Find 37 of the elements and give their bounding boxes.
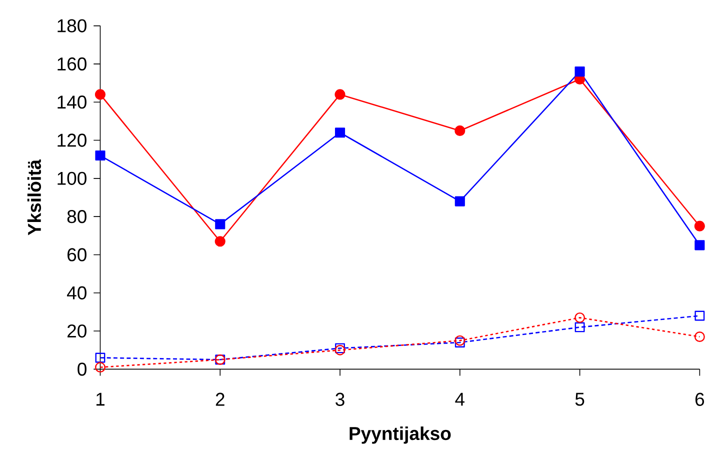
point	[95, 150, 106, 161]
point	[694, 332, 705, 342]
point	[454, 196, 465, 207]
point	[95, 362, 106, 373]
y-tick-label: 120	[58, 134, 86, 148]
point	[574, 66, 585, 77]
point	[574, 312, 586, 324]
point	[574, 322, 585, 332]
point	[334, 345, 346, 356]
x-tick-label: 6	[695, 393, 704, 406]
y-axis-title: Yksilöitä	[27, 160, 42, 236]
x-tick-label: 2	[216, 393, 224, 406]
point	[215, 219, 226, 230]
point	[95, 352, 106, 363]
point	[94, 89, 106, 100]
y-tick-label: 0	[78, 362, 86, 376]
y-tick-label: 20	[68, 324, 86, 338]
point	[694, 311, 705, 321]
y-tick-label: 40	[66, 286, 86, 300]
y-tick-label: 140	[58, 96, 86, 109]
point	[694, 240, 705, 250]
x-tick-label: 5	[575, 393, 584, 406]
point	[454, 126, 466, 136]
point	[694, 221, 705, 232]
y-tick-label: 80	[67, 210, 86, 224]
x-axis-title: Pyyntijakso	[350, 426, 451, 444]
x-tick-label: 3	[336, 393, 344, 406]
y-tick-label: 160	[58, 58, 86, 71]
y-tick-label: 100	[58, 172, 86, 186]
y-tick-label: 180	[58, 19, 86, 33]
x-tick-label: 1	[96, 393, 104, 406]
point	[214, 236, 226, 247]
point	[334, 128, 346, 138]
point	[335, 343, 345, 354]
point	[334, 89, 346, 100]
y-tick-label: 60	[68, 248, 86, 262]
x-tick-label: 4	[455, 393, 465, 406]
